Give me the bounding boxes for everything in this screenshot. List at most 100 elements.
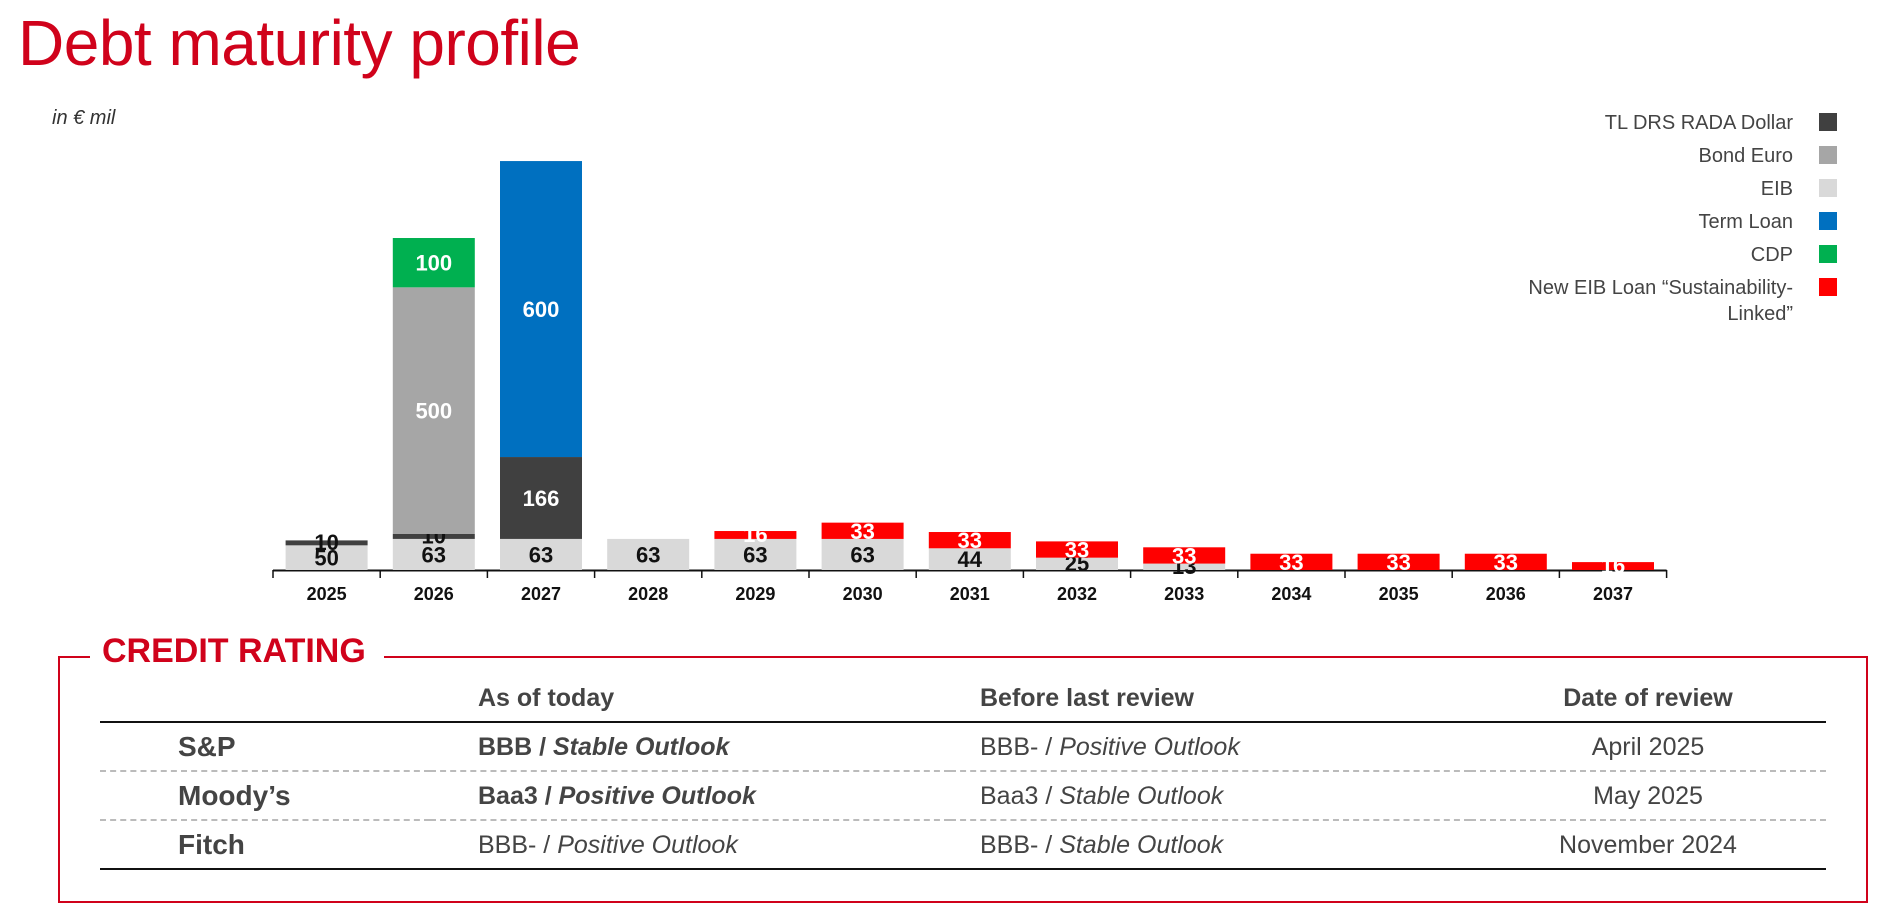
outlook: Stable Outlook <box>1059 830 1224 859</box>
credit-rating-title: CREDIT RATING <box>90 632 384 671</box>
chart-legend: TL DRS RADA Dollar Bond Euro EIB Term Loan C… <box>1417 110 1837 334</box>
legend-item: EIB <box>1417 176 1837 202</box>
bar-segment <box>928 532 1011 549</box>
legend-label: CDP <box>1750 244 1793 266</box>
x-tick-label: 2032 <box>1057 584 1097 604</box>
data-label: 63 <box>529 542 553 567</box>
bar-segment <box>392 238 475 288</box>
bar-segment <box>1572 562 1654 570</box>
legend-label: EIB <box>1760 178 1793 200</box>
debt-maturity-chart: 5010202563105001002026631666002027632028… <box>272 161 1668 604</box>
bar-segment <box>500 457 582 539</box>
data-label: 33 <box>1386 550 1410 575</box>
rating-row: S&P BBB / Stable Outlook BBB- / Positive O… <box>100 722 1826 772</box>
x-tick-label: 2031 <box>950 584 990 604</box>
data-label: 166 <box>523 486 560 511</box>
rating-before-last-review: Baa3 / Stable Outlook <box>950 771 1470 821</box>
data-label: 50 <box>314 546 338 571</box>
legend-swatch <box>1819 245 1837 263</box>
bar-segment <box>285 545 368 570</box>
bar-segment <box>1464 553 1547 570</box>
data-label: 63 <box>743 542 767 567</box>
legend-label: Bond Euro <box>1698 145 1793 167</box>
rating-agency: S&P <box>100 722 430 772</box>
rating-agency: Moody’s <box>100 771 430 821</box>
bar-segment <box>1036 541 1118 558</box>
data-label: 600 <box>523 297 560 322</box>
bar-segment <box>1143 563 1226 570</box>
legend-swatch <box>1819 179 1837 197</box>
legend-item: Term Loan <box>1417 209 1837 235</box>
data-label: 33 <box>1172 543 1196 568</box>
legend-label: Term Loan <box>1698 211 1794 233</box>
data-label: 44 <box>958 547 983 572</box>
header-as-of-today: As of today <box>430 678 950 723</box>
x-tick-label: 2034 <box>1271 584 1311 604</box>
bar-segment <box>821 538 904 570</box>
rating-agency: Fitch <box>100 820 430 870</box>
bar-segment <box>607 538 690 570</box>
bar-segment <box>714 531 797 539</box>
rating-date-of-review: November 2024 <box>1470 820 1826 870</box>
grade: BBB- / <box>980 830 1060 859</box>
legend-swatch <box>1819 146 1837 164</box>
rating-date-of-review: April 2025 <box>1470 722 1826 772</box>
data-label: 16 <box>743 522 767 547</box>
legend-swatch <box>1819 278 1837 296</box>
credit-rating-panel <box>58 656 1868 903</box>
bar-segment <box>392 533 475 539</box>
data-label: 33 <box>1279 550 1303 575</box>
grade: Baa3 / <box>478 781 559 810</box>
rating-as-of-today: Baa3 / Positive Outlook <box>430 771 950 821</box>
rating-header-row: As of today Before last review Date of r… <box>100 678 1826 723</box>
grade: BBB- / <box>478 830 558 859</box>
legend-item: Bond Euro <box>1417 143 1837 169</box>
outlook: Stable Outlook <box>553 732 730 761</box>
data-label: 100 <box>415 251 452 276</box>
legend-item: TL DRS RADA Dollar <box>1417 110 1837 136</box>
bar-segment <box>392 287 475 534</box>
x-tick-label: 2033 <box>1164 584 1204 604</box>
bar-segment <box>1036 557 1118 570</box>
bar-segment <box>1143 547 1226 564</box>
data-label: 33 <box>958 528 982 553</box>
rating-date-of-review: May 2025 <box>1470 771 1826 821</box>
header-agency <box>100 678 430 723</box>
rating-before-last-review: BBB- / Positive Outlook <box>950 722 1470 772</box>
outlook: Positive Outlook <box>557 830 738 859</box>
outlook: Positive Outlook <box>558 781 756 810</box>
x-tick-label: 2029 <box>735 584 775 604</box>
bar-segment <box>821 522 904 539</box>
x-tick-label: 2037 <box>1593 584 1633 604</box>
bar-segment <box>1250 553 1333 570</box>
data-label: 33 <box>1494 550 1518 575</box>
bar-segment <box>500 161 582 458</box>
rating-before-last-review: BBB- / Stable Outlook <box>950 820 1470 870</box>
unit-label: in € mil <box>52 107 116 129</box>
bar-segment <box>928 548 1011 570</box>
bar-segment <box>392 538 475 570</box>
credit-rating-table: As of today Before last review Date of r… <box>100 678 1826 870</box>
x-tick-label: 2026 <box>414 584 454 604</box>
header-before-last-review: Before last review <box>950 678 1470 723</box>
rating-row: Moody’s Baa3 / Positive Outlook Baa3 / Sta… <box>100 771 1826 821</box>
x-tick-label: 2035 <box>1379 584 1419 604</box>
bar-segment <box>1357 553 1440 570</box>
data-label: 33 <box>850 519 874 544</box>
bar-segment <box>500 538 582 570</box>
legend-swatch <box>1819 113 1837 131</box>
data-label: 63 <box>422 542 446 567</box>
legend-swatch <box>1819 212 1837 230</box>
page-title: Debt maturity profile <box>18 7 581 79</box>
legend-item: CDP <box>1417 242 1837 268</box>
rating-as-of-today: BBB- / Positive Outlook <box>430 820 950 870</box>
legend-label: TL DRS RADA Dollar <box>1604 112 1793 134</box>
outlook: Stable Outlook <box>1059 781 1224 810</box>
x-tick-label: 2025 <box>307 584 347 604</box>
x-tick-label: 2028 <box>628 584 668 604</box>
x-tick-label: 2030 <box>843 584 883 604</box>
x-tick-label: 2027 <box>521 584 561 604</box>
data-label: 10 <box>314 530 338 555</box>
data-label: 63 <box>636 542 660 567</box>
grade: BBB- / <box>980 732 1060 761</box>
